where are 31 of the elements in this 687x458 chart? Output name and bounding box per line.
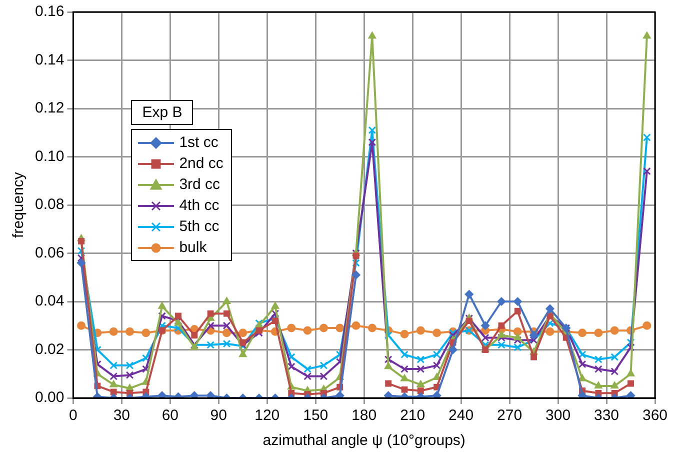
y-tick-label: 0.08 — [34, 196, 64, 214]
legend-label: 3rd cc — [179, 176, 220, 193]
y-tick-label: 0.04 — [34, 292, 64, 310]
x-tick-label: 210 — [400, 407, 426, 424]
x-tick-label: 60 — [162, 407, 179, 424]
x-tick-label: 300 — [546, 407, 571, 424]
x-tick-label: 330 — [594, 407, 620, 424]
x-tick-label: 120 — [254, 407, 280, 424]
y-tick-label: 0.02 — [34, 340, 64, 358]
x-tick-label: 0 — [69, 407, 78, 424]
x-tick-label: 90 — [210, 407, 227, 424]
x-tick-label: 150 — [303, 407, 328, 424]
legend-title: Exp B — [131, 100, 194, 125]
x-tick-label: 360 — [642, 407, 668, 424]
y-tick-label: 0.14 — [34, 51, 64, 68]
y-tick-label: 0.12 — [34, 100, 64, 117]
y-axis-title: frequency — [10, 172, 28, 238]
legend-label: 1st cc — [179, 134, 218, 151]
y-tick-label: 0.06 — [34, 244, 64, 262]
y-tick-label: 0.16 — [34, 3, 64, 20]
y-tick-label: 0.00 — [34, 389, 64, 406]
legend-label: 5th cc — [179, 218, 220, 235]
y-tick-label: 0.10 — [34, 148, 64, 165]
legend-label: bulk — [179, 239, 207, 256]
legend-label: 2nd cc — [179, 155, 224, 172]
legend-label: 4th cc — [179, 197, 220, 214]
x-tick-label: 240 — [448, 407, 474, 424]
x-tick-label: 30 — [113, 407, 130, 424]
x-axis-title: azimuthal angle ψ (10°groups) — [262, 432, 466, 450]
x-tick-label: 270 — [497, 407, 522, 424]
x-tick-label: 180 — [352, 407, 377, 424]
